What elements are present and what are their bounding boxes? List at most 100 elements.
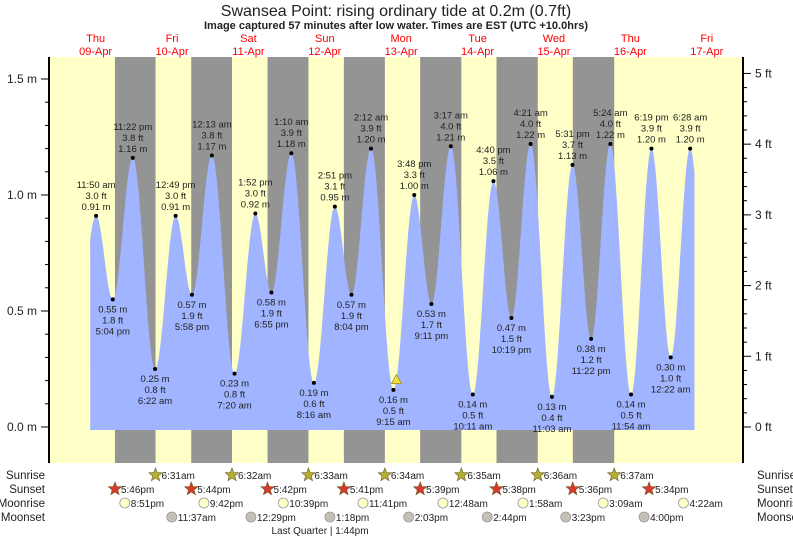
low-tide-m-label: 0.53 m (417, 309, 446, 320)
low-tide-time-label: 9:15 am (376, 417, 410, 428)
moonrise-row-label-right: Moonrise (757, 498, 793, 510)
sunrise-icon (224, 467, 240, 482)
date-label: 13-Apr (385, 46, 418, 58)
tide-area (90, 144, 695, 430)
high-tide-time-label: 2:12 am (354, 113, 388, 124)
high-tide-ft-label: 3.9 ft (281, 128, 302, 139)
high-tide-point (448, 144, 453, 149)
low-tide-m-label: 0.38 m (577, 344, 606, 355)
low-tide-m-label: 0.16 m (379, 395, 408, 406)
low-tide-point (470, 392, 475, 397)
high-tide-m-label: 1.20 m (637, 135, 666, 146)
sunset-time: 5:46pm (121, 485, 154, 496)
high-tide-point (368, 146, 373, 151)
low-tide-point (232, 371, 237, 376)
high-tide-m-label: 1.13 m (558, 151, 587, 162)
high-tide-point (173, 213, 178, 218)
moonset-time: 4:00pm (650, 513, 683, 524)
high-tide-ft-label: 4.0 ft (440, 121, 461, 132)
day-of-week-label: Thu (621, 33, 640, 45)
date-label: 12-Apr (308, 46, 341, 58)
high-tide-ft-label: 3.0 ft (245, 189, 266, 200)
high-tide-point (289, 151, 294, 156)
high-tide-ft-label: 3.1 ft (324, 182, 345, 193)
moonset-time: 2:44pm (493, 513, 526, 524)
low-tide-point (269, 290, 274, 295)
high-tide-m-label: 1.16 m (118, 144, 147, 155)
low-tide-time-label: 11:03 am (532, 424, 571, 435)
low-tide-point (391, 387, 396, 392)
high-tide-time-label: 3:17 am (434, 110, 468, 121)
low-tide-time-label: 11:22 pm (572, 366, 611, 377)
high-tide-time-label: 6:28 am (673, 113, 707, 124)
chart-title: Swansea Point: rising ordinary tide at 0… (221, 3, 571, 20)
date-label: 15-Apr (537, 46, 570, 58)
sunset-icon (641, 481, 657, 496)
sunset-icon (183, 481, 199, 496)
moonset-icon (638, 511, 650, 523)
moonset-time: 3:23pm (572, 513, 605, 524)
plot-area (49, 57, 743, 463)
moonset-icon (481, 511, 493, 523)
moonrise-icon (437, 497, 449, 509)
low-tide-point (429, 302, 434, 307)
sunrise-icon (606, 467, 622, 482)
left-tick-label: 0.5 m (7, 304, 37, 318)
low-tide-time-label: 8:04 pm (334, 322, 368, 333)
high-tide-time-label: 4:21 am (513, 108, 547, 119)
low-tide-ft-label: 1.7 ft (421, 320, 442, 331)
sunset-time: 5:36pm (579, 485, 612, 496)
high-tide-point (570, 162, 575, 167)
high-tide-ft-label: 3.8 ft (201, 131, 222, 142)
low-tide-ft-label: 0.5 ft (620, 411, 641, 422)
left-tick-label: 0.0 m (7, 420, 37, 434)
high-tide-time-label: 1:52 pm (238, 178, 272, 189)
high-tide-time-label: 5:24 am (593, 108, 627, 119)
astro-rows: Sunrise Sunrise 6:31am 6:32am 6:33am 6:34am 6:… (0, 467, 793, 524)
sunrise-icon (377, 467, 393, 482)
low-tide-time-label: 5:58 pm (175, 322, 209, 333)
high-tide-ft-label: 3.3 ft (404, 170, 425, 181)
right-tick-label: 5 ft (755, 66, 772, 80)
moonset-row-label-right: Moonset (757, 512, 793, 524)
sunrise-row-label-right: Sunrise (757, 470, 793, 482)
sunrise-time: 6:33am (314, 471, 347, 482)
low-tide-m-label: 0.14 m (458, 400, 487, 411)
moonrise-row-label: Moonrise (0, 498, 45, 510)
moonrise-time: 10:39pm (289, 499, 328, 510)
high-tide-m-label: 1.22 m (596, 130, 625, 141)
high-tide-time-label: 11:22 pm (113, 122, 152, 133)
moonrise-time: 11:41pm (369, 499, 407, 510)
high-tide-point (253, 211, 258, 216)
sunset-time: 5:42pm (274, 485, 307, 496)
low-tide-ft-label: 0.6 ft (303, 399, 324, 410)
high-tide-m-label: 1.18 m (277, 139, 306, 150)
high-tide-point (649, 146, 654, 151)
day-of-week-label: Mon (390, 33, 411, 45)
high-tide-time-label: 5:31 pm (555, 129, 589, 140)
low-tide-point (349, 292, 354, 297)
low-tide-ft-label: 1.9 ft (181, 311, 202, 322)
low-tide-ft-label: 1.5 ft (501, 334, 522, 345)
sunrise-icon (148, 467, 164, 482)
low-tide-ft-label: 1.2 ft (581, 355, 602, 366)
sunset-time: 5:41pm (350, 485, 383, 496)
sunrise-time: 6:31am (162, 471, 195, 482)
low-tide-time-label: 5:04 pm (96, 326, 130, 337)
day-of-week-label: Fri (166, 33, 179, 45)
high-tide-time-label: 1:10 am (274, 117, 308, 128)
high-tide-ft-label: 3.9 ft (641, 124, 662, 135)
moonrise-time: 4:22am (689, 499, 722, 510)
day-of-week-label: Fri (700, 33, 713, 45)
moonrise-icon (678, 497, 689, 509)
right-tick-label: 0 ft (755, 420, 772, 434)
low-tide-point (153, 367, 158, 371)
low-tide-time-label: 7:20 am (217, 401, 251, 412)
chart-subtitle: Image captured 57 minutes after low wate… (204, 20, 588, 32)
low-tide-m-label: 0.58 m (257, 297, 286, 308)
moonset-time: 2:03pm (415, 513, 448, 524)
low-tide-ft-label: 0.5 ft (383, 406, 404, 417)
low-tide-point (509, 315, 514, 320)
sunset-time: 5:39pm (426, 485, 459, 496)
sunset-icon (260, 481, 276, 496)
